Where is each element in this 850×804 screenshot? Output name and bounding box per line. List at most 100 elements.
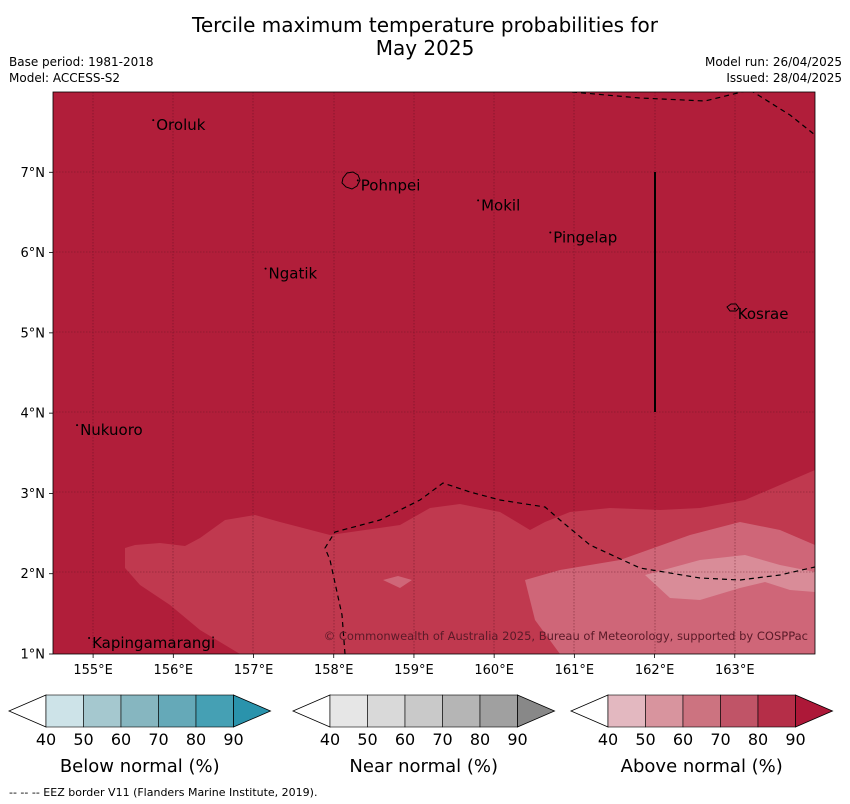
place-marker — [88, 636, 91, 639]
place-label: Oroluk — [156, 116, 205, 134]
legend-arrow-high — [233, 694, 272, 728]
legend-arrow-low — [291, 694, 331, 728]
lon-label: 161°E — [555, 663, 595, 678]
place-marker — [76, 424, 79, 427]
legend-tick-label: 40 — [598, 730, 618, 749]
base-period-text: Base period: 1981-2018 — [9, 55, 154, 69]
longitude-axis: 155°E 156°E 157°E 158°E 159°E 160°E 161°E 162°E… — [73, 654, 755, 678]
legend-title: Above normal (%) — [621, 756, 783, 777]
legend-swatch — [404, 694, 443, 728]
issued-text: Issued: 28/04/2025 — [726, 71, 842, 85]
legend-swatch — [158, 694, 197, 728]
legend-arrow-low — [569, 694, 609, 728]
place-labels: Oroluk Pohnpei Mokil Pingelap Ngatik Kosrae Nu… — [76, 116, 788, 652]
legend-tick-label: 90 — [785, 730, 805, 749]
lat-label: 1°N — [21, 648, 46, 663]
above-normal-50-region-east — [645, 555, 815, 600]
legend-tick-label: 60 — [395, 730, 415, 749]
legend-arrow-high — [517, 694, 556, 728]
lon-label: 162°E — [635, 663, 675, 678]
lat-label: 5°N — [21, 326, 46, 341]
legend-tick-label: 50 — [73, 730, 93, 749]
legend-tick-label: 60 — [111, 730, 131, 749]
grid-lines — [53, 92, 815, 654]
legend-title: Below normal (%) — [60, 756, 220, 777]
legend-tick-label: 90 — [223, 730, 243, 749]
lon-label: 156°E — [154, 663, 194, 678]
legend-swatch — [442, 694, 481, 728]
title-line-2: May 2025 — [375, 36, 475, 60]
lat-label: 6°N — [21, 246, 46, 261]
legend-swatch — [682, 694, 721, 728]
island-outlines — [341, 171, 740, 312]
place-marker — [733, 307, 736, 310]
legend-tick-label: 50 — [635, 730, 655, 749]
latitude-axis: 1°N 2°N 3°N 4°N 5°N 6°N 7°N — [21, 166, 53, 663]
legend-arrow-high — [795, 694, 834, 728]
pohnpei-island — [341, 171, 361, 190]
place-label: Nukuoro — [80, 421, 143, 439]
legend-swatch — [757, 694, 796, 728]
legend-swatch — [83, 694, 122, 728]
legend-swatch — [195, 694, 234, 728]
lon-label: 159°E — [394, 663, 434, 678]
place-label: Ngatik — [269, 265, 318, 283]
eez-footnote: -- -- -- EEZ border V11 (Flanders Marine… — [9, 786, 318, 799]
place-label: Kosrae — [738, 305, 789, 323]
above-normal-60-region-small — [383, 576, 412, 588]
legend-tick-label: 80 — [748, 730, 768, 749]
model-run-text: Model run: 26/04/2025 — [704, 55, 842, 69]
legend-tick-label: 70 — [710, 730, 730, 749]
place-label: Mokil — [481, 196, 520, 214]
place-label: Pohnpei — [361, 176, 421, 194]
probability-map: Oroluk Pohnpei Mokil Pingelap Ngatik Kosrae Nu… — [21, 91, 816, 678]
legend-2: 40 50 60 70 80 90 Near normal (%) — [291, 694, 556, 777]
legend-swatch — [479, 694, 518, 728]
model-text: Model: ACCESS-S2 — [9, 71, 121, 85]
legend-swatch — [329, 694, 368, 728]
legend-tick-label: 50 — [357, 730, 377, 749]
legend-title: Near normal (%) — [349, 756, 498, 777]
eez-borders — [324, 92, 815, 654]
legend-swatch — [720, 694, 759, 728]
legend-arrow-low — [7, 694, 47, 728]
legend-swatch — [120, 694, 159, 728]
place-label: Pingelap — [553, 229, 617, 247]
lat-label: 7°N — [21, 166, 46, 181]
title-line-1: Tercile maximum temperature probabilitie… — [192, 13, 658, 37]
map-area: Oroluk Pohnpei Mokil Pingelap Ngatik Kosrae Nu… — [53, 92, 815, 654]
lat-label: 4°N — [21, 407, 46, 422]
legend-tick-label: 60 — [673, 730, 693, 749]
place-label: Kapingamarangi — [92, 634, 215, 652]
legend-tick-label: 40 — [36, 730, 56, 749]
lon-label: 155°E — [73, 663, 113, 678]
legend-swatch — [45, 694, 84, 728]
legend-swatch — [645, 694, 684, 728]
place-marker — [152, 119, 155, 122]
legend-tick-label: 80 — [186, 730, 206, 749]
lat-label: 3°N — [21, 487, 46, 502]
lon-label: 158°E — [314, 663, 354, 678]
legend-tick-label: 70 — [148, 730, 168, 749]
meta-right: Model run: 26/04/2025 Issued: 28/04/2025 — [705, 54, 842, 86]
place-marker — [264, 267, 267, 270]
place-marker — [549, 231, 552, 234]
place-marker — [356, 179, 359, 182]
legend-tick-label: 70 — [432, 730, 452, 749]
lon-label: 163°E — [715, 663, 755, 678]
legend-tick-label: 90 — [507, 730, 527, 749]
place-marker — [477, 199, 480, 202]
lat-label: 2°N — [21, 567, 46, 582]
legend-swatch — [607, 694, 646, 728]
meta-left: Base period: 1981-2018 Model: ACCESS-S2 — [9, 54, 154, 86]
legend-tick-label: 80 — [470, 730, 490, 749]
copyright-text: © Commonwealth of Australia 2025, Bureau… — [324, 629, 808, 643]
kosrae-island — [726, 303, 740, 312]
lon-label: 160°E — [474, 663, 514, 678]
map-title: Tercile maximum temperature probabilitie… — [0, 14, 850, 60]
legend-tick-label: 40 — [320, 730, 340, 749]
legend-swatch — [367, 694, 406, 728]
